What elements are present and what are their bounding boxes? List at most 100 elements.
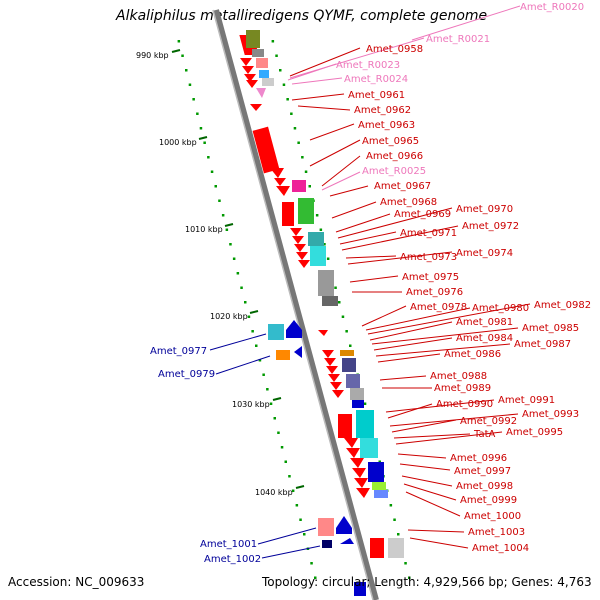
gene-label-forward: Amet_0998 (456, 481, 513, 492)
scale-dot (295, 504, 299, 507)
gene-label-rna: Amet_R0020 (520, 2, 584, 13)
tick-label-1020: 1020 kbp (210, 312, 248, 321)
scale-dot (251, 330, 254, 333)
scale-dot (323, 243, 326, 246)
scale-dot (293, 127, 297, 130)
scale-dot (408, 576, 411, 579)
gene-label-forward: Amet_0963 (358, 120, 415, 131)
scale-dot (244, 301, 247, 304)
gene-block (388, 538, 404, 558)
scale-dot (315, 214, 319, 217)
scale-dot (177, 40, 181, 43)
gene-block (322, 296, 338, 306)
scale-dot (310, 562, 313, 565)
scale-dot (314, 576, 317, 579)
gene-arrow (270, 168, 284, 178)
gene-label-forward: Amet_0969 (394, 209, 451, 220)
scale-dot (214, 185, 217, 188)
scale-dot (291, 489, 295, 492)
scale-dot (282, 83, 286, 86)
scale-dot (297, 141, 300, 144)
gene-block (352, 400, 364, 408)
gene-label-rna: Amet_R0021 (426, 34, 490, 45)
gene-arrow (292, 236, 304, 244)
gene-label-forward: Amet_0992 (460, 416, 517, 427)
scale-dot (247, 315, 251, 318)
scale-dot (192, 98, 195, 101)
gene-label-forward: Amet_0968 (380, 197, 437, 208)
gene-label-forward: Amet_0986 (444, 349, 501, 360)
gene-arrow (354, 478, 368, 488)
gene-arrow (274, 178, 286, 186)
accession-label: Accession: NC_009633 (8, 575, 145, 589)
scale-dot (262, 373, 265, 376)
gene-arrow (244, 74, 256, 82)
scale-dot (341, 315, 345, 318)
gene-arrow (276, 186, 290, 196)
gene-label-forward: Amet_0999 (460, 495, 517, 506)
gene-block (354, 582, 366, 596)
gene-arrow (294, 244, 306, 252)
scale-dot (334, 286, 337, 289)
gene-arrow (256, 88, 266, 98)
scale-dot (319, 228, 323, 231)
gene-label-forward: Amet_0978 (410, 302, 467, 313)
scale-dot (229, 243, 232, 246)
gene-label-rna: Amet_R0024 (344, 74, 408, 85)
scale-dot (210, 170, 214, 173)
scale-dot (363, 402, 367, 405)
scale-dot (273, 417, 276, 420)
gene-block (310, 246, 326, 266)
gene-arrow (324, 358, 336, 366)
gene-label-rna: Amet_R0023 (336, 60, 400, 71)
gene-label-forward: Amet_0980 (472, 303, 529, 314)
scale-dot (271, 40, 275, 43)
gene-block (256, 58, 268, 68)
gene-label-reverse: Amet_1002 (204, 554, 261, 565)
gene-block (340, 350, 354, 356)
gene-block (252, 126, 280, 174)
forward-label-connectors (289, 47, 531, 549)
gene-label-forward: Amet_0982 (534, 300, 591, 311)
gene-label-forward: Amet_0971 (400, 228, 457, 239)
scale-dot (303, 533, 306, 536)
gene-block (368, 462, 384, 482)
scale-dot (280, 446, 284, 449)
gene-label-forward: TatA (473, 429, 496, 440)
gene-block (282, 202, 294, 226)
gene-arrow (322, 350, 334, 358)
gene-block (308, 232, 324, 246)
gene-label-forward: Amet_0973 (400, 252, 457, 263)
gene-arrow (344, 438, 358, 448)
gene-label-forward: Amet_0996 (450, 453, 507, 464)
gene-block (246, 30, 260, 48)
gene-label-reverse: Amet_0977 (150, 346, 207, 357)
gene-block (292, 180, 306, 192)
gene-block (259, 70, 269, 78)
scale-dot (349, 344, 352, 347)
scale-dot (299, 518, 302, 521)
gene-label-forward: Amet_0958 (366, 44, 423, 55)
genome-summary: Topology: circular; Length: 4,929,566 bp… (262, 575, 592, 589)
scale-dot (181, 54, 184, 57)
scale-dot (218, 199, 221, 202)
scale-dot (304, 170, 308, 173)
gene-label-forward: Amet_0985 (522, 323, 579, 334)
tick-label-1010: 1010 kbp (185, 225, 223, 234)
gene-block (318, 270, 334, 296)
scale-dot (397, 533, 400, 536)
scale-dot (277, 431, 280, 434)
tick-label-990: 990 kbp (136, 51, 169, 60)
scale-dot (290, 112, 293, 115)
gene-label-forward: Amet_0962 (354, 105, 411, 116)
gene-label-forward: Amet_0993 (522, 409, 579, 420)
scale-dot (286, 98, 289, 101)
scale-dot (266, 388, 269, 391)
gene-label-forward: Amet_0966 (366, 151, 423, 162)
gene-label-forward: Amet_0965 (362, 136, 419, 147)
gene-block (262, 78, 274, 86)
gene-arrow (296, 252, 308, 260)
forward-strand-genes (239, 30, 404, 558)
scale-dot (404, 562, 407, 565)
gene-label-forward: Amet_0990 (436, 399, 493, 410)
